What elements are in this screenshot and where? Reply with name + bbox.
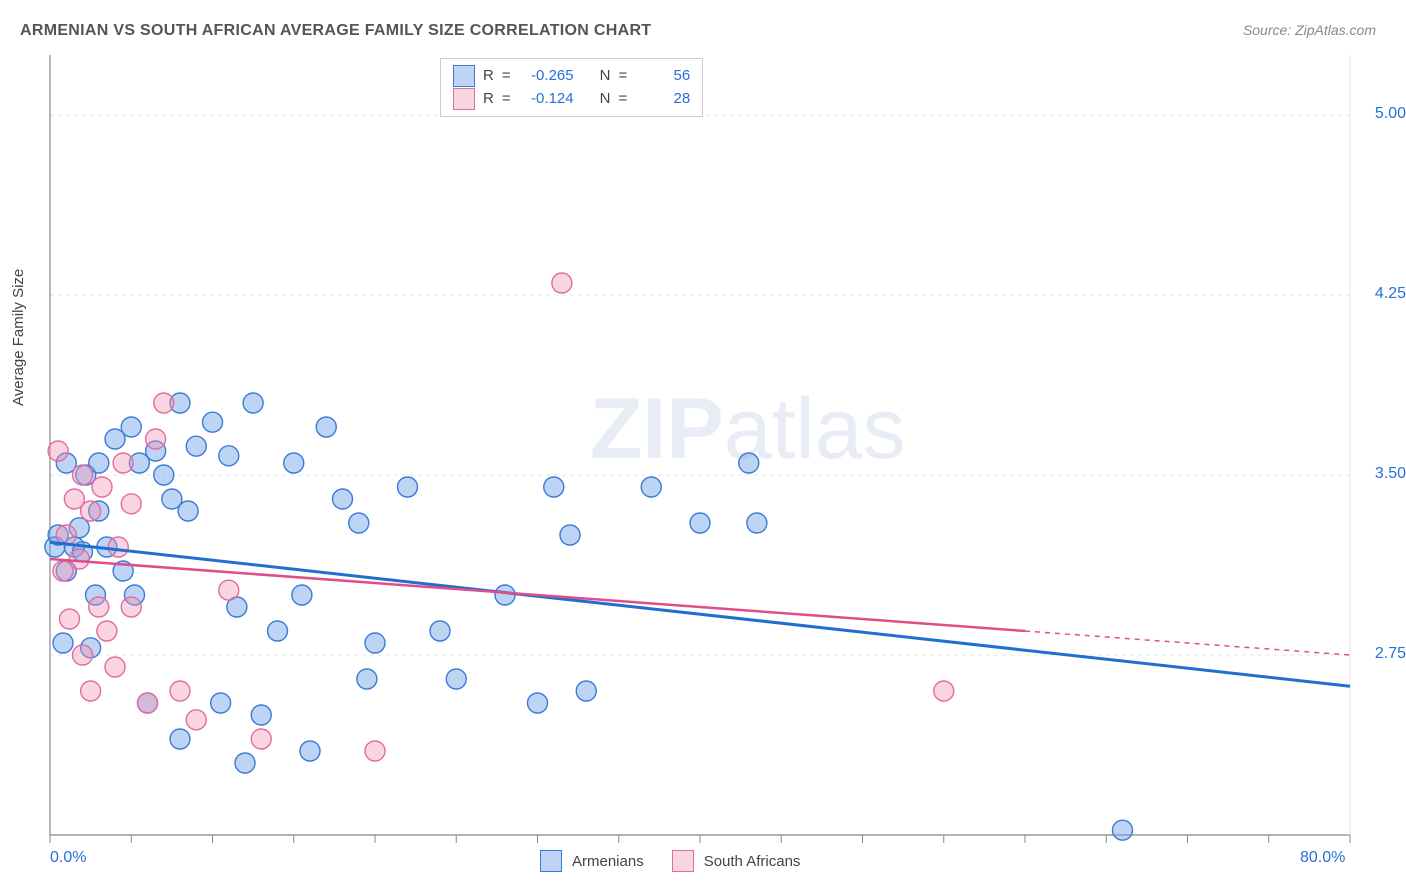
scatter-point — [178, 501, 198, 521]
scatter-point — [186, 710, 206, 730]
scatter-point — [235, 753, 255, 773]
scatter-point — [219, 446, 239, 466]
scatter-point — [121, 494, 141, 514]
scatter-point — [92, 477, 112, 497]
legend-series-label: Armenians — [572, 853, 644, 870]
trend-line — [50, 559, 1025, 631]
stat-eq: = — [618, 88, 627, 111]
scatter-point — [53, 633, 73, 653]
scatter-point — [641, 477, 661, 497]
stat-eq: = — [502, 88, 511, 111]
scatter-point — [446, 669, 466, 689]
stats-legend-box: R = -0.265 N = 56 R = -0.124 N = 28 — [440, 58, 703, 117]
scatter-point — [495, 585, 515, 605]
trend-extrapolation — [1025, 631, 1350, 655]
legend-series-label: South Africans — [704, 853, 801, 870]
scatter-point — [97, 621, 117, 641]
scatter-point — [81, 501, 101, 521]
scatter-point — [73, 645, 93, 665]
scatter-point — [739, 453, 759, 473]
scatter-point — [69, 549, 89, 569]
stat-R-value: -0.124 — [519, 88, 574, 111]
scatter-point — [243, 393, 263, 413]
scatter-point — [365, 741, 385, 761]
y-tick-label: 4.25 — [1356, 285, 1406, 303]
scatter-point — [154, 393, 174, 413]
scatter-point — [1113, 820, 1133, 840]
scatter-point — [292, 585, 312, 605]
scatter-point — [186, 436, 206, 456]
scatter-point — [60, 609, 80, 629]
scatter-point — [349, 513, 369, 533]
scatter-point — [251, 705, 271, 725]
trend-line — [50, 542, 1350, 686]
scatter-point — [219, 580, 239, 600]
scatter-point — [300, 741, 320, 761]
scatter-point — [170, 681, 190, 701]
stat-N-label: N — [600, 88, 611, 111]
scatter-chart — [0, 0, 1406, 892]
legend-swatch — [540, 850, 562, 872]
stats-row: R = -0.265 N = 56 — [453, 65, 690, 88]
stat-N-value: 28 — [635, 88, 690, 111]
scatter-point — [690, 513, 710, 533]
legend-swatch — [672, 850, 694, 872]
y-tick-label: 2.75 — [1356, 645, 1406, 663]
scatter-point — [365, 633, 385, 653]
legend-swatch — [453, 65, 475, 87]
scatter-point — [108, 537, 128, 557]
stat-N-value: 56 — [635, 65, 690, 88]
stat-N-label: N — [600, 65, 611, 88]
scatter-point — [121, 597, 141, 617]
scatter-point — [934, 681, 954, 701]
stat-eq: = — [502, 65, 511, 88]
stats-row: R = -0.124 N = 28 — [453, 88, 690, 111]
scatter-point — [211, 693, 231, 713]
scatter-point — [576, 681, 596, 701]
chart-container: { "title": "ARMENIAN VS SOUTH AFRICAN AV… — [0, 0, 1406, 892]
scatter-point — [81, 681, 101, 701]
y-tick-label: 3.50 — [1356, 465, 1406, 483]
scatter-point — [268, 621, 288, 641]
scatter-point — [154, 465, 174, 485]
scatter-point — [73, 465, 93, 485]
scatter-point — [138, 693, 158, 713]
stat-eq: = — [618, 65, 627, 88]
scatter-point — [333, 489, 353, 509]
scatter-point — [89, 597, 109, 617]
scatter-point — [203, 412, 223, 432]
scatter-point — [170, 729, 190, 749]
scatter-point — [146, 429, 166, 449]
scatter-point — [552, 273, 572, 293]
scatter-point — [316, 417, 336, 437]
scatter-point — [121, 417, 141, 437]
scatter-point — [251, 729, 271, 749]
scatter-point — [544, 477, 564, 497]
scatter-point — [528, 693, 548, 713]
scatter-point — [560, 525, 580, 545]
bottom-legend: Armenians South Africans — [540, 850, 818, 872]
stat-R-label: R — [483, 65, 494, 88]
scatter-point — [284, 453, 304, 473]
scatter-point — [357, 669, 377, 689]
x-axis-min-label: 0.0% — [50, 849, 86, 867]
legend-swatch — [453, 88, 475, 110]
x-axis-max-label: 80.0% — [1300, 849, 1345, 867]
scatter-point — [747, 513, 767, 533]
stat-R-label: R — [483, 88, 494, 111]
scatter-point — [48, 441, 68, 461]
stat-R-value: -0.265 — [519, 65, 574, 88]
scatter-point — [398, 477, 418, 497]
scatter-point — [113, 453, 133, 473]
scatter-point — [105, 657, 125, 677]
scatter-point — [430, 621, 450, 641]
y-tick-label: 5.00 — [1356, 105, 1406, 123]
